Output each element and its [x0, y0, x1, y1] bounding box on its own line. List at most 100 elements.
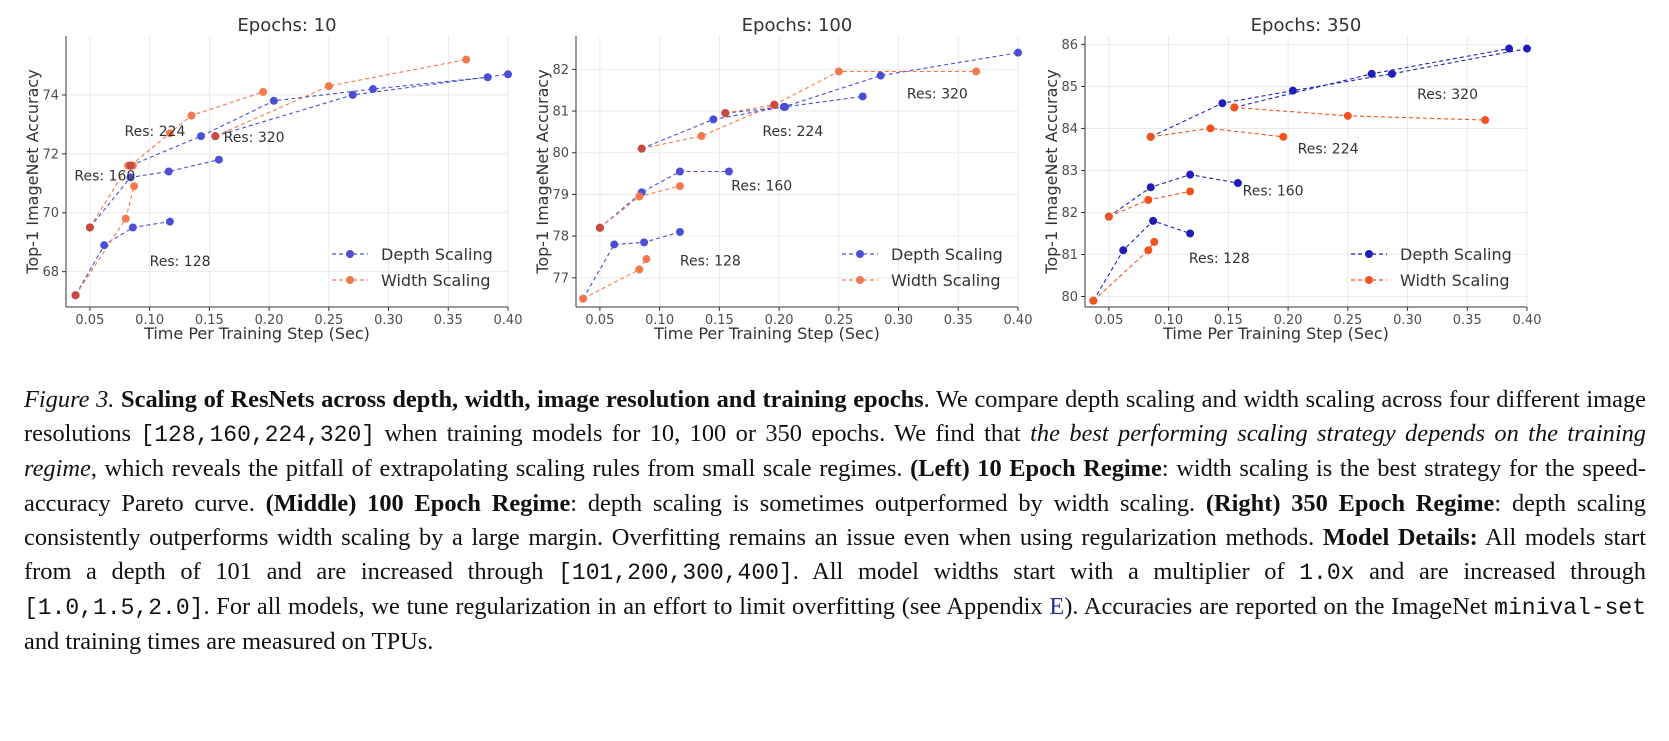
data-point — [1146, 132, 1155, 141]
series-line — [1092, 241, 1155, 302]
x-tick-label: 0.40 — [1004, 313, 1033, 328]
series-line — [582, 258, 647, 300]
series-line — [130, 76, 488, 167]
resolution-annotation: Res: 160 — [74, 168, 135, 184]
data-point — [1367, 69, 1376, 78]
caption-set-name: minival-set — [1494, 595, 1646, 622]
caption-resolutions: [128,160,224,320] — [140, 422, 376, 449]
x-tick-label: 0.40 — [494, 313, 523, 328]
caption-label: Figure 3. — [24, 386, 115, 413]
caption-text: : depth scaling is sometimes outperforme… — [570, 489, 1206, 517]
data-point-overlap — [71, 291, 80, 300]
caption-text: and are increased through — [1354, 558, 1646, 586]
data-point — [1150, 237, 1159, 246]
chart-title: Epochs: 100 — [742, 15, 853, 36]
series-line — [89, 159, 220, 228]
series-line — [1234, 106, 1486, 121]
caption-widths: [1.0,1.5,2.0] — [24, 595, 204, 622]
data-point — [1505, 44, 1514, 53]
series-line — [75, 221, 171, 296]
caption-details-heading: Model Details: — [1322, 523, 1478, 551]
data-point — [834, 67, 843, 76]
x-tick-label: 0.35 — [944, 313, 973, 328]
data-point — [579, 294, 588, 303]
data-point — [640, 238, 649, 247]
series-line — [1150, 127, 1284, 138]
chart-title: Epochs: 350 — [1251, 15, 1362, 36]
x-tick-label: 0.20 — [765, 313, 794, 328]
data-point — [1288, 86, 1297, 95]
x-tick-label: 0.05 — [585, 313, 614, 328]
data-point — [709, 115, 718, 124]
y-tick-label: 81 — [1061, 248, 1078, 263]
y-tick-label: 72 — [42, 147, 59, 162]
x-tick-label: 0.10 — [135, 313, 164, 328]
caption-text: ). Accuracies are reported on the ImageN… — [1064, 593, 1495, 621]
data-point — [1233, 179, 1242, 188]
x-axis-label: Time Per Training Step (Sec) — [653, 324, 880, 343]
resolution-annotation: Res: 320 — [1417, 87, 1478, 103]
legend-marker-width — [856, 276, 864, 284]
y-tick-label: 78 — [552, 230, 569, 245]
x-tick-label: 0.35 — [434, 313, 463, 328]
y-tick-label: 83 — [1061, 164, 1078, 179]
data-point — [1186, 187, 1195, 196]
y-tick-label: 84 — [1061, 122, 1078, 137]
data-point — [635, 192, 644, 201]
data-point-overlap — [637, 144, 646, 153]
legend-label-depth: Depth Scaling — [381, 245, 493, 264]
y-tick-label: 82 — [552, 63, 569, 78]
caption-text: All models start from a depth of 101 and… — [24, 523, 1646, 586]
figure: Epochs: 10 0.05 0.10 0.15 0.20 0.25 0.30 0.35 0.… — [0, 0, 1669, 370]
data-point — [675, 227, 684, 236]
y-tick-label: 79 — [552, 188, 569, 203]
data-point — [462, 55, 471, 64]
data-point — [675, 182, 684, 191]
x-tick-label: 0.25 — [824, 313, 853, 328]
series-line — [599, 170, 729, 229]
data-point-overlap — [770, 100, 779, 109]
resolution-annotation: Res: 320 — [224, 130, 285, 146]
figure-caption: Figure 3. Scaling of ResNets across dept… — [24, 383, 1646, 660]
x-tick-label: 0.20 — [1274, 313, 1303, 328]
data-point — [504, 70, 512, 79]
data-point — [128, 223, 137, 232]
data-point — [1186, 229, 1195, 238]
data-point — [100, 241, 109, 250]
x-tick-label: 0.10 — [645, 313, 674, 328]
data-point — [1186, 170, 1195, 179]
x-tick-label: 0.15 — [1214, 313, 1243, 328]
resolution-annotation: Res: 128 — [680, 253, 741, 269]
chart-panel-2: Epochs: 100 0.05 0.10 0.15 0.20 0.25 0.30 0.35 0… — [533, 15, 1032, 343]
x-tick-label: 0.15 — [705, 313, 734, 328]
data-point — [1343, 111, 1352, 120]
data-point — [259, 87, 268, 96]
chart-panel-3: Epochs: 350 0.05 0.10 0.15 0.20 0.25 0.30 0.35 0… — [1042, 15, 1541, 343]
x-axis-label: Time Per Training Step (Sec) — [1162, 324, 1389, 343]
data-point — [126, 173, 135, 182]
x-tick-label: 0.40 — [1513, 313, 1542, 328]
caption-text: : width scaling is the best strategy for… — [24, 455, 1647, 517]
x-tick-label: 0.15 — [195, 313, 224, 328]
x-tick-label: 0.30 — [1393, 313, 1422, 328]
data-point-overlap — [595, 223, 604, 232]
data-point — [1523, 44, 1531, 53]
data-point — [724, 167, 733, 176]
data-point — [348, 90, 357, 99]
data-point — [165, 129, 174, 138]
caption-left-heading: (Left) 10 Epoch Regime — [910, 455, 1162, 483]
data-point — [1230, 103, 1239, 112]
series-line — [215, 59, 467, 137]
caption-middle-heading: (Middle) 100 Epoch Regime — [265, 489, 571, 517]
legend-label-width: Width Scaling — [381, 271, 491, 290]
x-tick-label: 0.20 — [255, 313, 284, 328]
data-point-overlap — [211, 132, 220, 141]
caption-text: . We compare depth scaling and width sca… — [24, 386, 1646, 448]
series-line — [215, 73, 509, 137]
appendix-link[interactable]: E — [1049, 593, 1065, 621]
legend-label-depth: Depth Scaling — [891, 245, 1003, 264]
data-point — [1144, 195, 1153, 204]
data-point — [1481, 116, 1490, 125]
caption-multiplier: 1.0x — [1299, 560, 1355, 587]
legend-label-depth: Depth Scaling — [1400, 245, 1512, 264]
